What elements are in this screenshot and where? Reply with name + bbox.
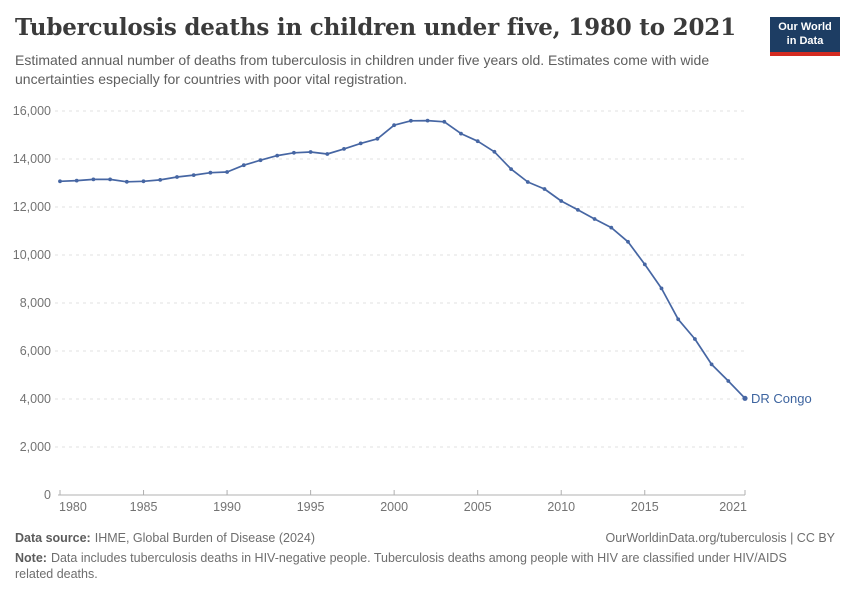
owid-logo[interactable]: Our World in Data xyxy=(770,17,840,56)
x-tick-label: 2015 xyxy=(631,500,659,514)
data-source-text: IHME, Global Burden of Disease (2024) xyxy=(94,531,315,545)
data-point[interactable] xyxy=(626,239,630,244)
y-tick-label: 12,000 xyxy=(13,200,51,214)
data-point[interactable] xyxy=(358,141,363,146)
data-point[interactable] xyxy=(375,136,380,141)
data-point[interactable] xyxy=(609,225,614,230)
y-tick-label: 8,000 xyxy=(20,296,51,310)
logo-line1: Our World xyxy=(778,21,832,34)
data-point[interactable] xyxy=(191,173,196,178)
data-point[interactable] xyxy=(676,317,681,322)
data-point[interactable] xyxy=(525,180,530,184)
y-tick-label: 14,000 xyxy=(13,152,51,166)
series-end-label[interactable]: DR Congo xyxy=(751,391,812,406)
data-point[interactable] xyxy=(124,179,129,184)
y-tick-label: 10,000 xyxy=(13,248,51,262)
data-point[interactable] xyxy=(576,208,580,212)
data-point[interactable] xyxy=(542,187,547,191)
data-point[interactable] xyxy=(58,179,62,184)
data-point[interactable] xyxy=(141,179,146,184)
data-point[interactable] xyxy=(742,395,748,401)
data-point[interactable] xyxy=(492,149,497,154)
x-tick-label: 1995 xyxy=(297,500,325,514)
x-tick-label: 2010 xyxy=(547,500,575,514)
data-point[interactable] xyxy=(726,379,731,383)
chart-footer: Data source: IHME, Global Burden of Disea… xyxy=(15,530,835,582)
data-point[interactable] xyxy=(392,123,396,128)
logo-line2: in Data xyxy=(786,34,824,47)
data-source-label: Data source: xyxy=(15,531,91,545)
data-point[interactable] xyxy=(693,337,697,341)
data-point[interactable] xyxy=(709,362,714,367)
data-point[interactable] xyxy=(642,262,647,267)
data-point[interactable] xyxy=(442,119,447,124)
data-point[interactable] xyxy=(74,178,79,183)
data-point[interactable] xyxy=(592,217,597,221)
data-point[interactable] xyxy=(342,147,346,151)
note-label: Note: xyxy=(15,551,47,565)
x-tick-label: 1990 xyxy=(213,500,241,514)
x-tick-label: 1980 xyxy=(59,500,87,514)
owid-link[interactable]: OurWorldinData.org/tuberculosis | CC BY xyxy=(605,531,836,545)
data-point[interactable] xyxy=(559,199,564,203)
y-tick-label: 0 xyxy=(44,488,51,502)
data-point[interactable] xyxy=(275,153,280,158)
y-tick-label: 16,000 xyxy=(13,104,51,118)
data-point[interactable] xyxy=(325,152,330,156)
x-tick-label: 1985 xyxy=(130,500,158,514)
data-point[interactable] xyxy=(258,158,263,163)
chart-subtitle: Estimated annual number of deaths from t… xyxy=(15,51,710,88)
data-point[interactable] xyxy=(659,286,664,291)
data-point[interactable] xyxy=(509,167,513,172)
data-point[interactable] xyxy=(475,139,480,144)
data-point[interactable] xyxy=(225,170,230,174)
y-tick-label: 4,000 xyxy=(20,392,51,406)
data-point[interactable] xyxy=(308,150,313,154)
data-point[interactable] xyxy=(459,131,463,136)
data-point[interactable] xyxy=(108,177,112,182)
page-title: Tuberculosis deaths in children under fi… xyxy=(15,14,736,41)
data-point[interactable] xyxy=(158,178,163,182)
y-tick-label: 6,000 xyxy=(20,344,51,358)
data-point[interactable] xyxy=(241,163,246,168)
y-tick-label: 2,000 xyxy=(20,440,51,454)
x-tick-label: 2021 xyxy=(719,500,747,514)
note-text: Data includes tuberculosis deaths in HIV… xyxy=(15,551,787,581)
data-source-line: Data source: IHME, Global Burden of Disea… xyxy=(15,530,315,546)
data-point[interactable] xyxy=(91,177,96,182)
data-line-dr-congo[interactable] xyxy=(59,119,746,400)
data-point[interactable] xyxy=(425,118,430,123)
data-point[interactable] xyxy=(175,175,179,179)
data-point[interactable] xyxy=(409,118,413,123)
x-tick-label: 2000 xyxy=(380,500,408,514)
data-point[interactable] xyxy=(292,150,296,155)
chart-header: Tuberculosis deaths in children under fi… xyxy=(15,14,835,90)
data-point[interactable] xyxy=(208,170,213,175)
x-tick-label: 2005 xyxy=(464,500,492,514)
